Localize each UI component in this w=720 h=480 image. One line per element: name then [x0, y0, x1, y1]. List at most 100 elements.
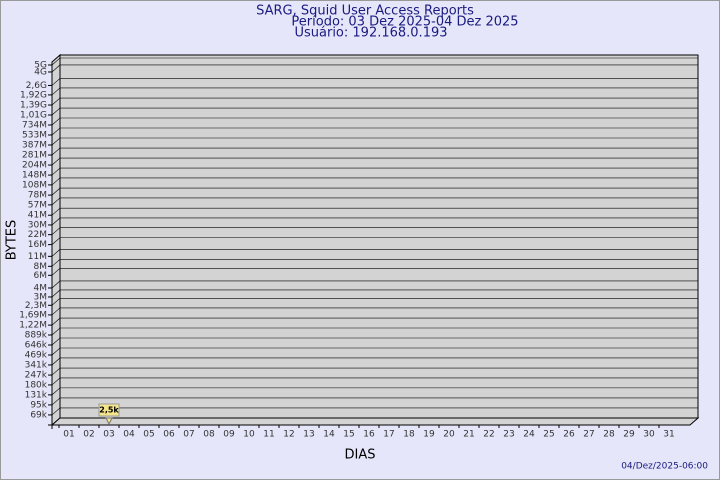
y-tick-label: 41M: [28, 211, 47, 221]
y-tick-label: 6M: [34, 271, 48, 281]
y-tick-label: 204M: [22, 161, 47, 171]
y-tick-label: 341k: [25, 360, 48, 370]
x-tick-label: 29: [623, 430, 635, 440]
x-tick-label: 05: [143, 430, 154, 440]
x-tick-label: 17: [383, 430, 394, 440]
grid-line: [51, 207, 698, 216]
grid-line: [51, 267, 698, 276]
value-label: 2,5k: [99, 406, 119, 415]
chart-user: Usuário: 192.168.0.193: [294, 26, 447, 41]
y-tick-label: 180k: [25, 380, 48, 390]
grid-line: [51, 280, 698, 289]
y-tick-label: 1,01G: [20, 111, 47, 121]
grid-line: [51, 289, 698, 298]
y-tick-label: 3M: [34, 292, 48, 302]
chart-title: SARG, Squid User Access Reports: [256, 4, 474, 19]
grid-line: [51, 297, 698, 306]
grid-line: [51, 147, 698, 156]
grid-line: [51, 357, 698, 366]
x-tick-label: 01: [63, 430, 74, 440]
y-tick-label: 281M: [22, 151, 47, 161]
x-tick-label: 24: [523, 430, 535, 440]
grid-line: [51, 347, 698, 356]
x-tick-label: 07: [183, 430, 194, 440]
grid-line: [51, 97, 698, 106]
grid-line: [51, 107, 698, 116]
y-tick-label: 148M: [22, 171, 47, 181]
grid-line: [51, 259, 698, 267]
x-tick-label: 16: [363, 430, 375, 440]
chart-subtitle: Período: 03 Dez 2025-04 Dez 2025: [291, 15, 518, 30]
value-marker: [105, 417, 113, 426]
x-tick-label: 18: [403, 430, 415, 440]
grid-line: [51, 377, 698, 386]
y-tick-label: 5G: [34, 61, 47, 71]
x-tick-label: 12: [283, 430, 294, 440]
x-tick-label: 14: [323, 430, 335, 440]
x-tick-label: 26: [563, 430, 575, 440]
x-tick-label: 10: [243, 430, 255, 440]
grid-line: [51, 327, 698, 336]
x-axis-label: DIAS: [345, 448, 376, 463]
x-tick-label: 06: [163, 430, 175, 440]
y-tick-label: 4M: [34, 283, 48, 293]
y-tick-label: 734M: [22, 120, 47, 130]
y-tick-label: 533M: [22, 131, 47, 141]
grid-line: [51, 78, 698, 86]
x-tick-label: 03: [103, 430, 114, 440]
grid-line: [51, 127, 698, 136]
x-tick-label: 31: [663, 430, 674, 440]
y-tick-label: 2,3M: [25, 301, 47, 311]
y-tick-label: 1,92G: [20, 90, 47, 100]
grid-line: [51, 57, 698, 66]
grid-line: [51, 197, 698, 206]
x-tick-label: 13: [303, 430, 314, 440]
y-tick-label: 387M: [22, 141, 47, 151]
x-tick-label: 04: [123, 430, 135, 440]
x-tick-label: 20: [443, 430, 455, 440]
grid-line: [51, 397, 698, 406]
y-tick-label: 131k: [25, 390, 48, 400]
y-tick-label: 4G: [34, 67, 47, 77]
x-tick-label: 21: [463, 430, 474, 440]
y-tick-label: 108M: [22, 180, 47, 190]
x-tick-label: 19: [423, 430, 435, 440]
x-tick-label: 25: [543, 430, 554, 440]
y-tick-label: 78M: [28, 191, 47, 201]
grid-line: [51, 407, 698, 416]
grid-line: [51, 367, 698, 376]
grid-line: [51, 137, 698, 146]
grid-line: [51, 167, 698, 176]
grid-line: [51, 117, 698, 126]
grid-line: [51, 387, 698, 396]
y-axis-label: BYTES: [5, 220, 20, 261]
x-tick-label: 30: [643, 430, 655, 440]
grid-line: [51, 337, 698, 346]
plot-back: [59, 54, 699, 419]
x-tick-label: 22: [483, 430, 494, 440]
y-tick-label: 16M: [28, 240, 47, 250]
x-tick-label: 27: [583, 430, 594, 440]
y-tick-label: 8M: [34, 262, 48, 272]
y-tick-label: 1,22M: [19, 321, 47, 331]
y-tick-label: 57M: [28, 200, 47, 210]
x-tick-label: 11: [263, 430, 274, 440]
plot-floor: [50, 417, 700, 426]
grid-line: [51, 249, 698, 257]
grid-line: [51, 317, 698, 326]
x-tick-label: 23: [503, 430, 514, 440]
y-tick-label: 646k: [25, 340, 48, 350]
y-tick-label: 11M: [28, 252, 47, 262]
grid-line: [51, 227, 698, 235]
grid-line: [51, 64, 698, 73]
grid-line: [51, 187, 698, 196]
grid-line: [51, 237, 698, 245]
grid-line: [51, 157, 698, 166]
grid-line: [51, 217, 698, 226]
y-tick-label: 247k: [25, 371, 48, 381]
x-tick-label: 02: [83, 430, 94, 440]
y-tick-label: 22M: [28, 230, 47, 240]
grid-line: [51, 307, 698, 316]
